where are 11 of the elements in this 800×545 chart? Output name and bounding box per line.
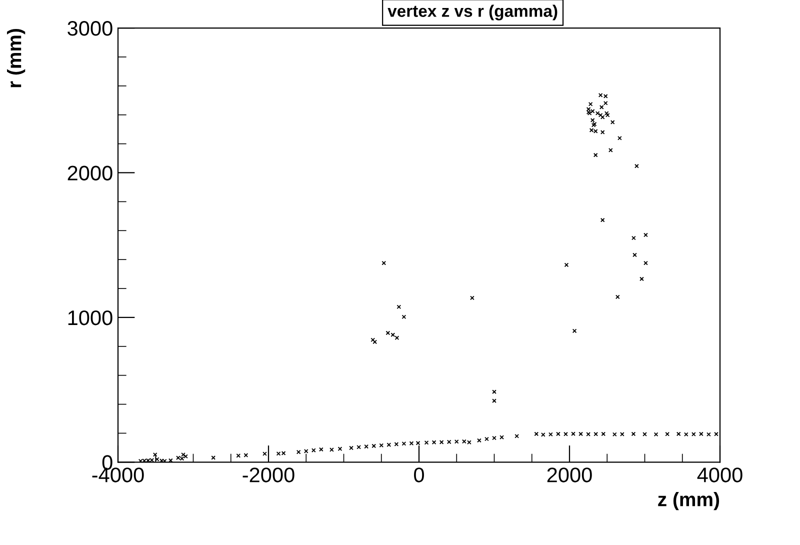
x-tick-label: -2000 — [242, 468, 294, 482]
x-tick-label: 0 — [414, 468, 424, 482]
x-tick-label: -4000 — [92, 468, 144, 482]
y-axis-title: r (mm) — [7, 28, 26, 88]
y-tick-label: 3000 — [68, 21, 112, 36]
x-axis-title: z (mm) — [658, 492, 720, 510]
x-tick-label: 4000 — [697, 468, 742, 482]
x-tick-label: 2000 — [547, 468, 592, 482]
y-tick-label: 1000 — [68, 310, 112, 326]
y-tick-label: 2000 — [68, 166, 112, 180]
chart-title: vertex z vs r (gamma) — [388, 4, 558, 20]
